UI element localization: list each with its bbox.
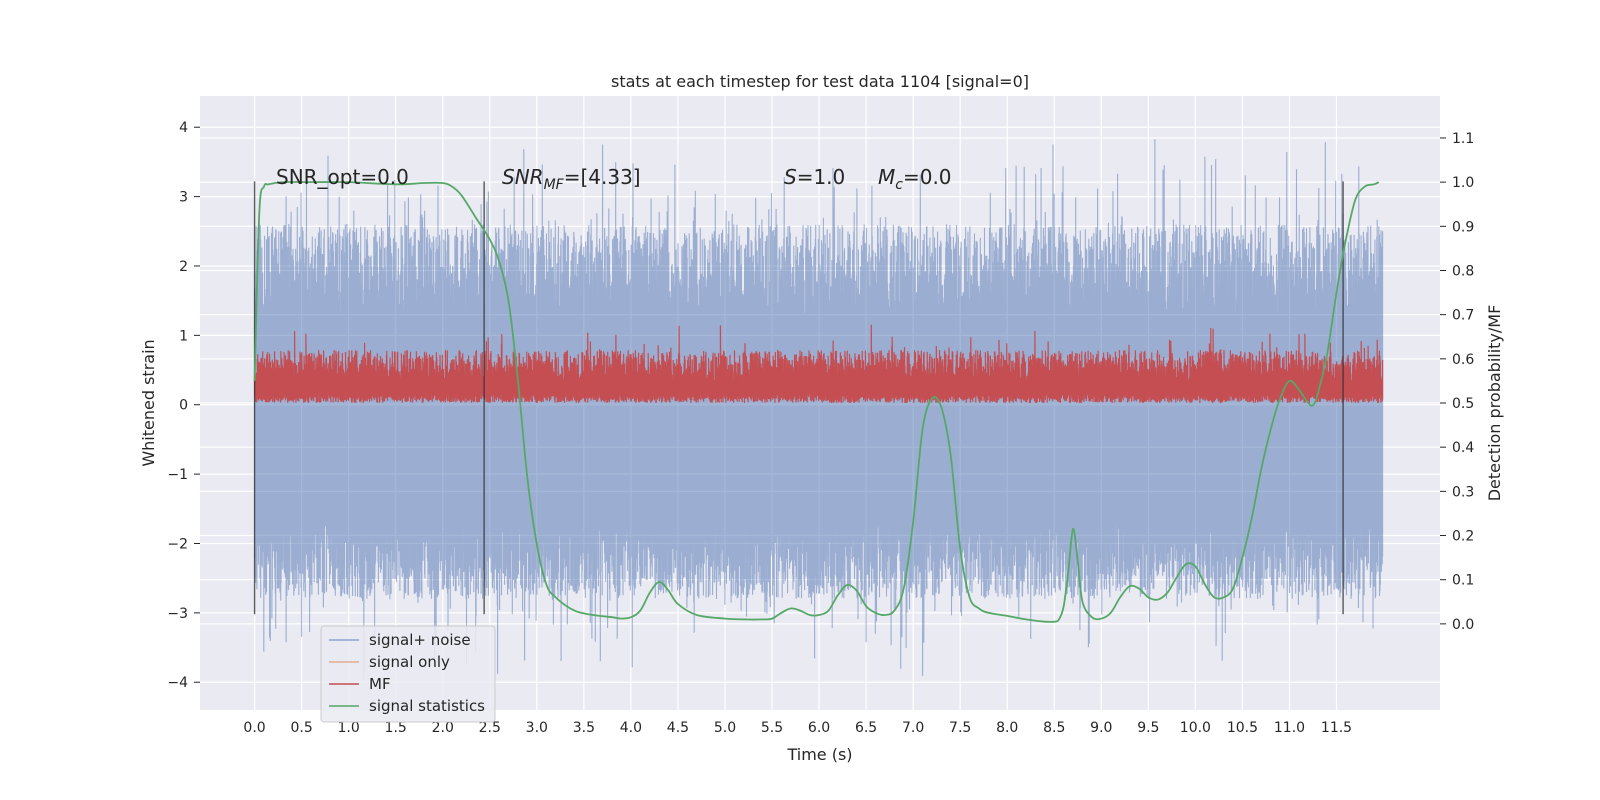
y2-tick-label: 0.4	[1452, 440, 1474, 456]
x-tick-label: 10.5	[1227, 720, 1258, 736]
x-tick-label: 7.5	[949, 720, 971, 736]
y2-axis-ticks: 1.1 1.0 0.9 0.8 0.7 0.6 0.5 0.4 0.3 0.2 0.1 0.0	[1440, 131, 1474, 633]
y-tick-label: −2	[167, 536, 188, 552]
annotation-snr-opt: SNR_opt=0.0	[276, 165, 409, 189]
x-tick-label: 10.0	[1180, 720, 1211, 736]
legend-label-signal-only: signal only	[369, 653, 450, 671]
x-tick-label: 11.0	[1274, 720, 1305, 736]
x-tick-label: 2.0	[432, 720, 454, 736]
y2-tick-label: 0.7	[1452, 308, 1474, 324]
x-axis-label: Time (s)	[786, 745, 852, 764]
y2-tick-label: 0.5	[1452, 396, 1474, 412]
x-tick-label: 1.0	[338, 720, 360, 736]
annotation-snr-mf: SNRMF=[4.33]	[502, 165, 641, 193]
y-tick-label: 4	[179, 120, 188, 136]
legend: signal+ noise signal only MF signal stat…	[320, 625, 496, 723]
x-tick-label: 0.5	[290, 720, 312, 736]
signal-plus-noise-line	[254, 139, 1384, 681]
mf-series	[254, 324, 1384, 404]
signal-statistics-line	[253, 181, 1380, 623]
y2-tick-label: 0.1	[1452, 573, 1474, 589]
y-tick-label: 3	[179, 190, 188, 206]
y2-tick-label: 0.8	[1452, 263, 1474, 279]
x-tick-label: 3.5	[573, 720, 595, 736]
y2-tick-label: 0.2	[1452, 529, 1474, 545]
chart-title: stats at each timestep for test data 110…	[611, 72, 1029, 91]
x-tick-label: 1.5	[385, 720, 407, 736]
legend-label-signal-noise: signal+ noise	[369, 631, 471, 649]
signal-statistics-series	[253, 181, 1380, 623]
x-tick-label: 6.5	[855, 720, 877, 736]
x-tick-label: 4.5	[667, 720, 689, 736]
x-tick-label: 11.5	[1321, 720, 1352, 736]
x-tick-label: 6.0	[808, 720, 830, 736]
y-tick-label: −4	[167, 675, 188, 691]
legend-label-signal-statistics: signal statistics	[369, 697, 485, 715]
legend-label-mf: MF	[369, 675, 391, 693]
annotation-mc: Mc=0.0	[878, 165, 952, 193]
x-tick-label: 8.5	[1043, 720, 1065, 736]
mf-line	[254, 324, 1384, 404]
x-tick-label: 5.0	[714, 720, 736, 736]
x-tick-label: 3.0	[526, 720, 548, 736]
x-tick-label: 8.0	[996, 720, 1018, 736]
y2-tick-label: 1.1	[1452, 131, 1474, 147]
y-tick-label: 0	[179, 398, 188, 414]
x-tick-label: 9.5	[1137, 720, 1159, 736]
y-tick-label: −3	[167, 606, 188, 622]
y2-tick-label: 1.0	[1452, 175, 1474, 191]
x-tick-label: 7.0	[902, 720, 924, 736]
y2-tick-label: 0.9	[1452, 219, 1474, 235]
y-tick-label: 1	[179, 328, 188, 344]
x-tick-label: 9.0	[1090, 720, 1112, 736]
y2-tick-label: 0.3	[1452, 484, 1474, 500]
x-tick-label: 2.5	[479, 720, 501, 736]
y-axis-ticks: 4 3 2 1 0 −1 −2 −3 −4	[167, 120, 200, 691]
annotation-s: S=1.0	[784, 165, 845, 189]
x-axis-ticks: 0.0 0.5 1.0 1.5 2.0 2.5 3.0 3.5 4.0 4.5 5.0 5.5 6.0 6…	[243, 720, 1352, 736]
legend-box	[320, 625, 496, 723]
y-axis-label: Whitened strain	[139, 339, 158, 466]
y-tick-label: 2	[179, 259, 188, 275]
y2-axis-label: Detection probability/MF	[1485, 305, 1504, 502]
y-tick-label: −1	[167, 467, 188, 483]
x-tick-label: 4.0	[620, 720, 642, 736]
signal-plus-noise-series	[254, 139, 1384, 681]
y2-tick-label: 0.6	[1452, 352, 1474, 368]
x-tick-label: 0.0	[243, 720, 265, 736]
x-tick-label: 5.5	[761, 720, 783, 736]
y2-tick-label: 0.0	[1452, 617, 1474, 633]
